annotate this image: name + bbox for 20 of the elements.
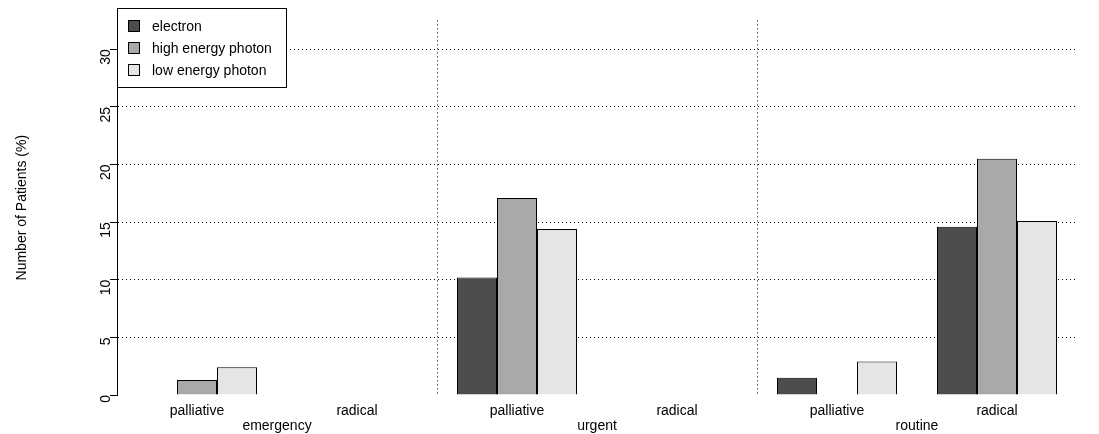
x-tick-label: palliative (169, 402, 225, 419)
x-tick-label: palliative (809, 402, 865, 419)
y-tick-label: 20 (96, 164, 113, 181)
legend-label: high energy photon (152, 40, 272, 56)
y-tick-label: 30 (96, 49, 113, 65)
text: routine (895, 416, 939, 433)
y-tick-label: 0 (96, 394, 113, 403)
x-tick-label: radical (336, 402, 378, 419)
y-axis-title: Number of Patients (%) (13, 134, 30, 281)
x-tick-label: radical (656, 402, 698, 419)
text: urgent (577, 416, 617, 433)
text: emergency (242, 416, 312, 433)
x-tick-label: radical (976, 402, 1018, 419)
y-tick-label: 25 (96, 106, 113, 123)
legend-label: low energy photon (152, 62, 267, 78)
legend-label: electron (152, 18, 202, 34)
x-tick-label: palliative (489, 402, 545, 419)
y-tick-label: 10 (96, 279, 113, 296)
y-tick-label: 5 (96, 337, 113, 346)
y-tick-label: 15 (96, 221, 113, 238)
